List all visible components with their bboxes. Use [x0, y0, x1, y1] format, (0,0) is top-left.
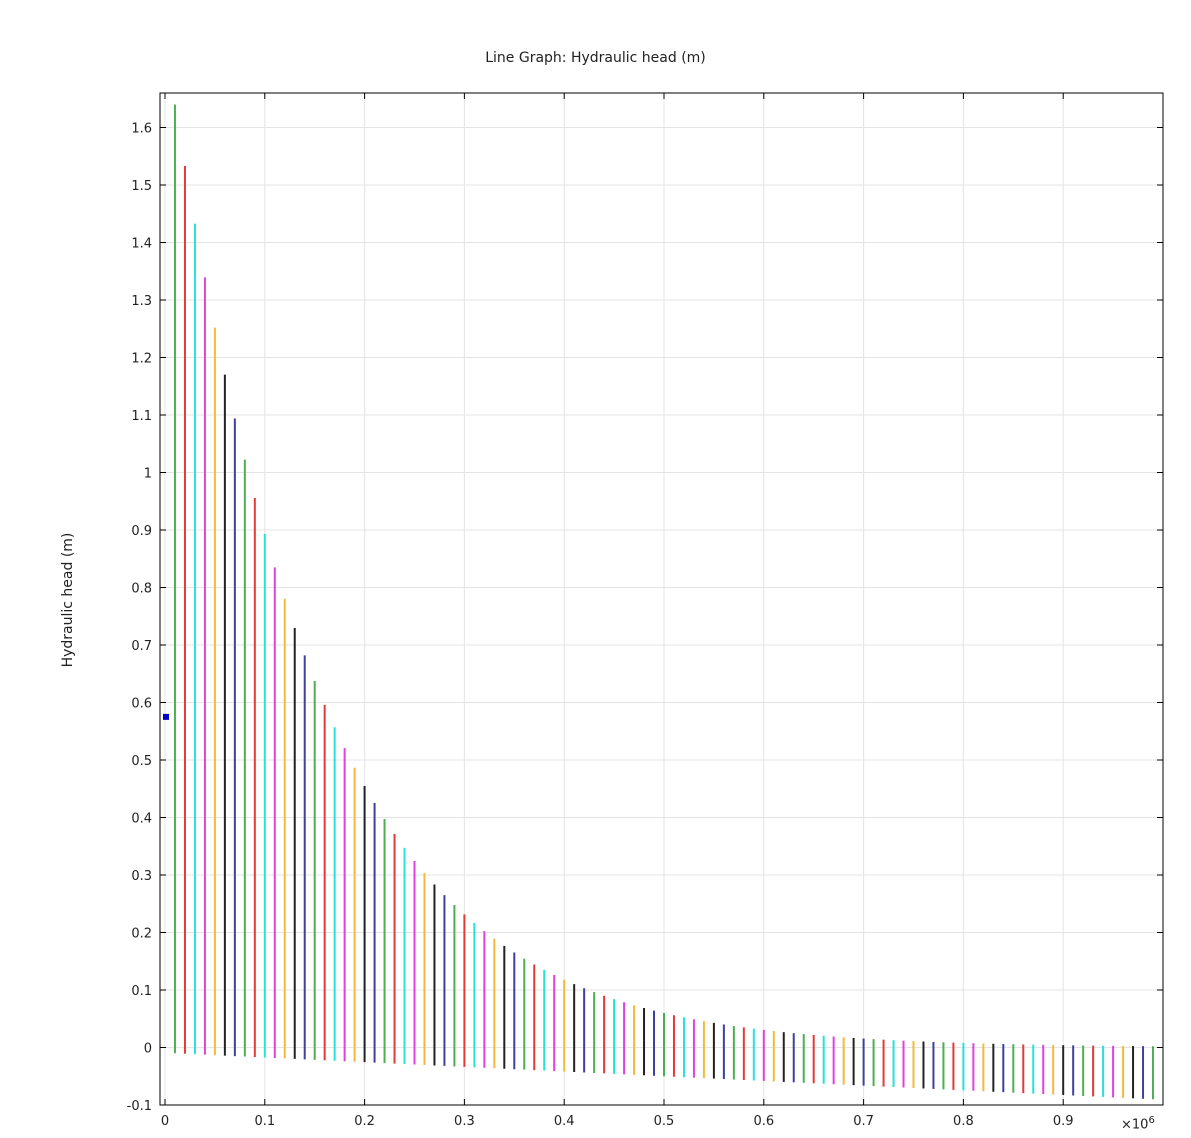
y-tick-label: 0.4	[131, 812, 152, 827]
x-tick-label: 0.1	[254, 1114, 275, 1129]
x-multiplier-base: ×10	[1121, 1117, 1149, 1133]
x-multiplier-exponent: 6	[1148, 1115, 1155, 1126]
x-tick-label: 0.5	[654, 1114, 675, 1129]
y-tick-label: 1.3	[131, 294, 152, 309]
y-tick-label: 0.6	[131, 697, 152, 712]
y-tick-label: 1	[144, 467, 152, 482]
x-tick-label: 0.2	[354, 1114, 375, 1129]
y-tick-label: 1.5	[131, 179, 152, 194]
y-tick-label: 0.8	[131, 582, 152, 597]
y-tick-label: 0	[144, 1042, 152, 1057]
x-tick-label: 0.6	[753, 1114, 774, 1129]
y-tick-label: 0.7	[131, 639, 152, 654]
y-tick-label: 1.6	[131, 122, 152, 137]
y-tick-label: 0.3	[131, 869, 152, 884]
y-tick-label: 0.9	[131, 524, 152, 539]
x-tick-label: 0.3	[454, 1114, 475, 1129]
y-tick-label: 0.5	[131, 754, 152, 769]
y-tick-label: -0.1	[127, 1099, 152, 1114]
y-tick-label: 0.1	[131, 984, 152, 999]
x-tick-label: 0.8	[953, 1114, 974, 1129]
plot-frame	[159, 92, 1164, 1106]
x-tick-label: 0.4	[554, 1114, 575, 1129]
y-axis-label: Hydraulic head (m)	[60, 532, 76, 668]
y-tick-label: 1.4	[131, 237, 152, 252]
data-marker	[162, 713, 169, 720]
x-tick-label: 0.7	[853, 1114, 874, 1129]
y-tick-label: 0.2	[131, 927, 152, 942]
y-tick-label: 1.1	[131, 409, 152, 424]
x-axis-multiplier: ×106	[1121, 1115, 1155, 1133]
x-tick-label: 0.9	[1053, 1114, 1074, 1129]
x-tick-label: 0	[161, 1114, 169, 1129]
chart-title: Line Graph: Hydraulic head (m)	[485, 50, 706, 66]
y-tick-label: 1.2	[131, 352, 152, 367]
